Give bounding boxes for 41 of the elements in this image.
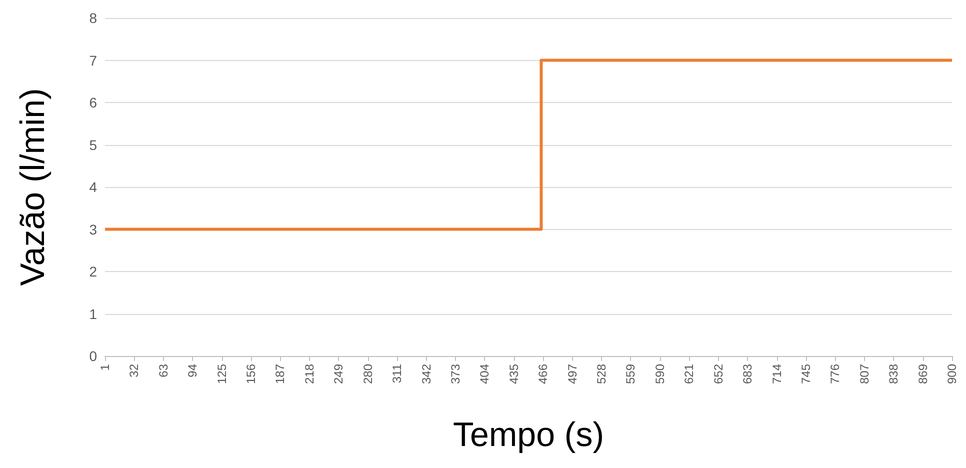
y-tick-label: 6 bbox=[89, 94, 98, 110]
x-tick-label: 63 bbox=[156, 364, 170, 378]
x-tick-label: 652 bbox=[711, 364, 726, 384]
x-tick-label: 838 bbox=[886, 364, 901, 384]
y-tick-label: 0 bbox=[89, 348, 98, 364]
x-tick-label: 32 bbox=[127, 364, 142, 378]
y-tick-label: 8 bbox=[89, 10, 98, 26]
y-axis-title: Vazão (l/min) bbox=[14, 88, 52, 286]
x-tick-label: 311 bbox=[390, 364, 404, 384]
x-tick-label: 621 bbox=[682, 364, 696, 384]
y-tick-label: 7 bbox=[89, 52, 98, 68]
x-tick-label: 683 bbox=[740, 364, 755, 384]
x-tick-label: 745 bbox=[798, 364, 813, 384]
x-tick-label: 156 bbox=[244, 364, 258, 384]
x-tick-label: 342 bbox=[419, 364, 434, 384]
x-tick-label: 249 bbox=[332, 364, 346, 384]
x-tick-label: 869 bbox=[916, 364, 930, 384]
y-tick-label: 1 bbox=[89, 306, 98, 322]
x-tick-label: 776 bbox=[828, 364, 842, 384]
y-tick-label: 5 bbox=[89, 136, 98, 153]
x-tick-label: 900 bbox=[945, 364, 959, 384]
x-tick-label: 807 bbox=[857, 364, 872, 384]
x-tick-label: 714 bbox=[770, 364, 784, 384]
x-tick-label: 435 bbox=[506, 364, 521, 384]
x-tick-label: 559 bbox=[624, 364, 638, 384]
x-tick-label: 218 bbox=[302, 364, 316, 384]
x-tick-label: 528 bbox=[594, 364, 609, 384]
x-tick-label: 187 bbox=[273, 364, 288, 384]
x-tick-label: 373 bbox=[448, 364, 462, 384]
x-tick-label: 280 bbox=[360, 364, 375, 384]
y-tick-label: 4 bbox=[89, 179, 98, 195]
x-tick-label: 590 bbox=[652, 364, 667, 384]
x-tick-label: 497 bbox=[565, 364, 580, 384]
x-tick-label: 94 bbox=[186, 364, 200, 378]
x-tick-label: 125 bbox=[214, 364, 229, 384]
x-tick-label: 1 bbox=[98, 364, 112, 371]
x-tick-label: 404 bbox=[478, 364, 492, 384]
y-tick-label: 2 bbox=[89, 264, 98, 280]
y-tick-label: 3 bbox=[89, 221, 98, 238]
x-tick-label: 466 bbox=[536, 364, 550, 384]
x-axis-title: Tempo (s) bbox=[452, 416, 604, 454]
